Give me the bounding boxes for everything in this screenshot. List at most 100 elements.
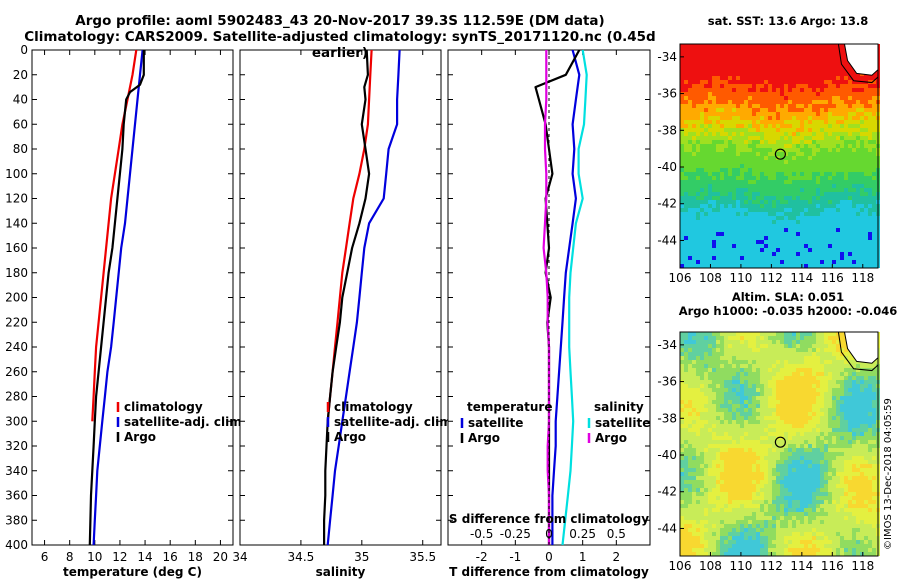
sst-map-cell [740, 224, 744, 228]
sla-map-cell [744, 388, 748, 392]
sla-map-cell [700, 344, 704, 348]
sst-map-cell [804, 140, 808, 144]
sla-map-cell [752, 484, 756, 488]
sst-map-cell [708, 60, 712, 64]
diff-s-tick-label: 0 [545, 527, 553, 541]
sst-map-cell [812, 260, 816, 264]
sla-map-cell [832, 392, 836, 396]
sst-map-cell [688, 92, 692, 96]
sla-map-cell [832, 380, 836, 384]
sst-map-cell [824, 100, 828, 104]
sst-map-cell [824, 108, 828, 112]
sla-map-cell [816, 340, 820, 344]
sla-map-cell [828, 472, 832, 476]
sst-map-cell [696, 224, 700, 228]
sst-map-cell [720, 116, 724, 120]
sla-map-cell [692, 440, 696, 444]
sst-map-cell [800, 132, 804, 136]
sla-map-cell [736, 356, 740, 360]
sst-map-cell [772, 104, 776, 108]
sla-map-cell [700, 460, 704, 464]
sst-map-cell [808, 168, 812, 172]
sla-map-cell [864, 400, 868, 404]
sst-map-cell [820, 220, 824, 224]
sla-map-cell [780, 444, 784, 448]
sla-map-cell [732, 404, 736, 408]
sst-map-cell [848, 236, 852, 240]
sla-map-cell [748, 396, 752, 400]
sst-map-cell [700, 252, 704, 256]
sla-map-cell [784, 476, 788, 480]
sst-map-cell [844, 160, 848, 164]
sst-map-cell [776, 252, 780, 256]
sla-map-cell [716, 420, 720, 424]
sla-map-cell [868, 468, 872, 472]
sla-map-cell [752, 452, 756, 456]
sla-map-cell [780, 388, 784, 392]
sst-map-cell [824, 136, 828, 140]
sst-map-cell [776, 96, 780, 100]
sla-map-cell [772, 336, 776, 340]
sst-map-cell [796, 92, 800, 96]
sla-map-cell [784, 460, 788, 464]
sla-map-cell [684, 384, 688, 388]
sst-map-cell [724, 84, 728, 88]
sst-map-cell [684, 140, 688, 144]
sst-map-cell [692, 248, 696, 252]
sla-map-cell [820, 432, 824, 436]
sst-map-cell [740, 56, 744, 60]
sst-map-cell [836, 148, 840, 152]
sla-map-cell [684, 364, 688, 368]
sst-map-cell [716, 120, 720, 124]
sla-map-cell [716, 440, 720, 444]
sla-map-cell [820, 476, 824, 480]
sst-map-cell [832, 108, 836, 112]
sla-map-cell [780, 352, 784, 356]
sst-map-cell [840, 64, 844, 68]
sla-map-cell [716, 472, 720, 476]
sst-map-cell [772, 216, 776, 220]
sst-map-cell [692, 48, 696, 52]
sla-map-cell [836, 436, 840, 440]
sst-map-cell [708, 180, 712, 184]
sla-map-cell [784, 368, 788, 372]
sla-map-cell [696, 348, 700, 352]
sst-map-cell [772, 184, 776, 188]
sla-map-cell [748, 408, 752, 412]
sla-map-cell [712, 472, 716, 476]
sst-map-cell [788, 192, 792, 196]
sla-map-cell [724, 440, 728, 444]
sst-map-cell [732, 204, 736, 208]
sla-map-cell [832, 416, 836, 420]
sst-map-cell [696, 208, 700, 212]
sla-map-cell [684, 472, 688, 476]
sst-map-cell [724, 236, 728, 240]
sst-map-cell [764, 56, 768, 60]
sst-map-cell [852, 108, 856, 112]
sst-map-cell [836, 64, 840, 68]
temp-y-tick-label: 80 [13, 142, 28, 156]
sst-map-cell [840, 84, 844, 88]
sst-map-cell [780, 108, 784, 112]
sst-map-cell [832, 204, 836, 208]
sla-map-cell [828, 364, 832, 368]
sst-map-cell [776, 196, 780, 200]
sla-map-cell [808, 448, 812, 452]
sla-map-cell [708, 416, 712, 420]
sla-map-cell [800, 436, 804, 440]
sst-map-cell [800, 120, 804, 124]
sst-map-cell [844, 248, 848, 252]
sst-map-cell [736, 192, 740, 196]
sst-map-cell [828, 224, 832, 228]
sla-map-cell [816, 332, 820, 336]
sst-map-cell [700, 64, 704, 68]
sla-map-cell [684, 332, 688, 336]
sst-map-cell [808, 184, 812, 188]
sst-map-cell [720, 264, 724, 268]
sst-map-cell [684, 188, 688, 192]
sla-map-cell [840, 344, 844, 348]
sst-map-cell [856, 152, 860, 156]
sla-map-cell [704, 344, 708, 348]
sla-map-cell [772, 404, 776, 408]
sst-map-cell [752, 184, 756, 188]
